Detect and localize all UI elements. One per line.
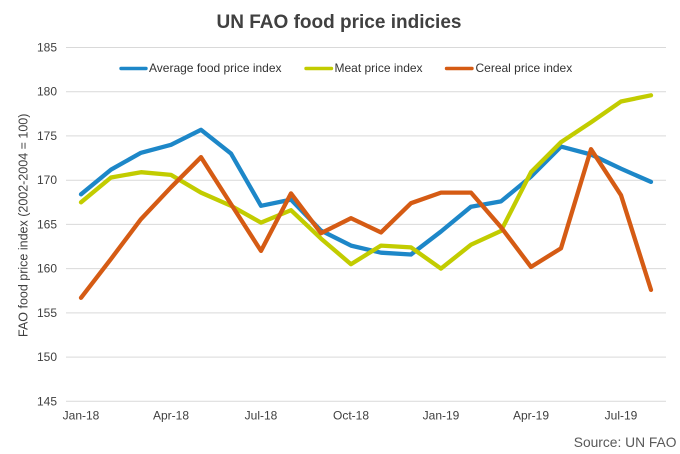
svg-text:Apr-18: Apr-18 <box>153 409 189 423</box>
svg-text:FAO food price index (2002-200: FAO food price index (2002-2004 = 100) <box>17 114 31 337</box>
svg-text:Jan-19: Jan-19 <box>423 409 460 423</box>
svg-text:175: 175 <box>37 129 57 143</box>
svg-text:180: 180 <box>37 85 57 99</box>
svg-text:170: 170 <box>37 173 57 187</box>
svg-text:Meat price index: Meat price index <box>335 61 423 75</box>
svg-text:Jul-18: Jul-18 <box>245 409 278 423</box>
svg-text:UN FAO food price indicies: UN FAO food price indicies <box>217 12 462 33</box>
svg-text:150: 150 <box>37 350 57 364</box>
svg-text:155: 155 <box>37 306 57 320</box>
svg-text:Jan-18: Jan-18 <box>63 409 100 423</box>
svg-text:145: 145 <box>37 394 57 408</box>
svg-text:Source: UN FAO: Source: UN FAO <box>574 435 677 450</box>
svg-text:Oct-18: Oct-18 <box>333 409 369 423</box>
svg-text:Apr-19: Apr-19 <box>513 409 549 423</box>
svg-text:Average food price index: Average food price index <box>149 61 282 75</box>
svg-text:160: 160 <box>37 262 57 276</box>
svg-text:185: 185 <box>37 41 57 55</box>
svg-text:Cereal price index: Cereal price index <box>476 61 573 75</box>
svg-text:165: 165 <box>37 217 57 231</box>
svg-text:Jul-19: Jul-19 <box>605 409 638 423</box>
